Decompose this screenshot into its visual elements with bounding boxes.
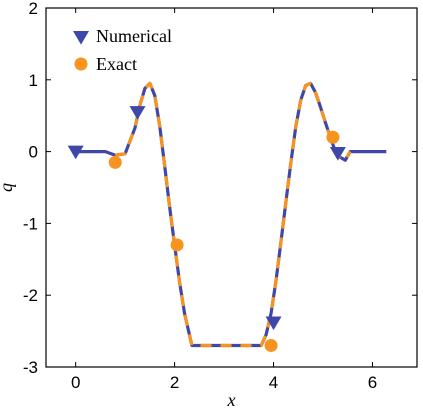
numerical-marker <box>129 106 146 120</box>
y-tick-label: -2 <box>23 286 38 305</box>
legend-exact-marker <box>74 57 88 71</box>
ticks-layer: 0 2 4 6 2 1 0 -1 -2 -3 <box>23 0 417 392</box>
exact-series-line <box>115 81 352 348</box>
y-tick-label: 1 <box>29 71 38 90</box>
plot-layer <box>67 81 387 352</box>
legend-exact-label: Exact <box>96 54 137 74</box>
exact-marker <box>326 130 340 144</box>
y-axis-label: q <box>0 183 16 192</box>
numerical-marker <box>329 147 346 161</box>
numerical-series-line <box>75 81 387 348</box>
x-tick-label: 2 <box>170 373 179 392</box>
legend: Numerical Exact <box>73 26 172 74</box>
x-tick-label: 0 <box>71 373 80 392</box>
y-tick-label: -3 <box>23 358 38 377</box>
y-tick-label: 0 <box>29 143 38 162</box>
x-tick-label: 4 <box>269 373 278 392</box>
numerical-marker <box>67 145 84 160</box>
exact-marker <box>170 238 184 252</box>
x-axis-label: x <box>227 390 236 410</box>
exact-marker <box>264 338 278 352</box>
numerical-marker <box>265 316 282 331</box>
legend-numerical-marker <box>73 31 89 45</box>
x-tick-label: 6 <box>368 373 377 392</box>
plot-frame <box>45 7 418 368</box>
y-tick-label: -1 <box>23 214 38 233</box>
exact-marker <box>108 155 122 169</box>
legend-numerical-label: Numerical <box>96 26 172 46</box>
y-tick-label: 2 <box>29 0 38 18</box>
